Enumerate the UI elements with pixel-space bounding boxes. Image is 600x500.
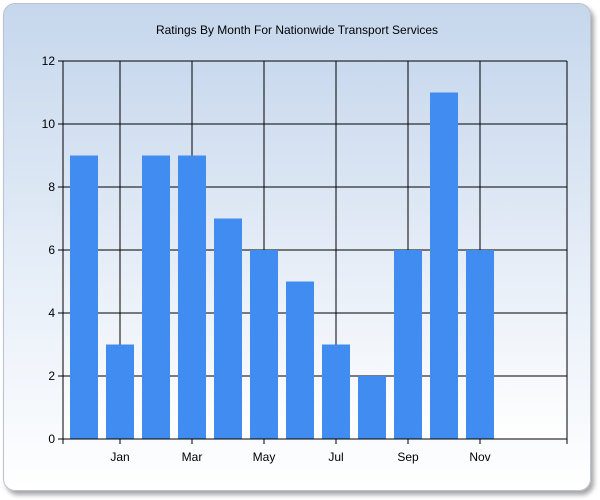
bar-mar (178, 155, 206, 439)
y-tick-label: 10 (42, 117, 56, 131)
x-tick-label: Jan (110, 450, 129, 464)
bar-may (250, 250, 278, 439)
bar-feb (142, 155, 170, 439)
y-tick-label: 0 (48, 432, 55, 446)
bar-sep (394, 250, 422, 439)
y-tick-label: 6 (48, 243, 55, 257)
x-tick-label: Jul (328, 450, 343, 464)
x-tick-label: Mar (182, 450, 203, 464)
chart-title: Ratings By Month For Nationwide Transpor… (156, 23, 438, 37)
y-tick-label: 2 (48, 369, 55, 383)
bars (70, 92, 494, 439)
bar-jun (286, 281, 314, 439)
bar-jul (322, 344, 350, 439)
bar-jan (106, 344, 134, 439)
y-tick-label: 8 (48, 180, 55, 194)
bar-nov (466, 250, 494, 439)
x-tick-labels: Jan Mar May Jul Sep Nov (110, 450, 490, 464)
bar-dec (70, 155, 98, 439)
y-tick-label: 4 (48, 306, 55, 320)
x-tick-label: May (253, 450, 276, 464)
y-tick-label: 12 (42, 54, 56, 68)
y-tick-labels: 0 2 4 6 8 10 12 (42, 54, 56, 446)
bar-aug (358, 376, 386, 439)
axes (58, 60, 568, 444)
x-tick-label: Sep (397, 450, 419, 464)
bar-apr (214, 218, 242, 439)
bar-oct (430, 92, 458, 439)
x-tick-label: Nov (469, 450, 490, 464)
